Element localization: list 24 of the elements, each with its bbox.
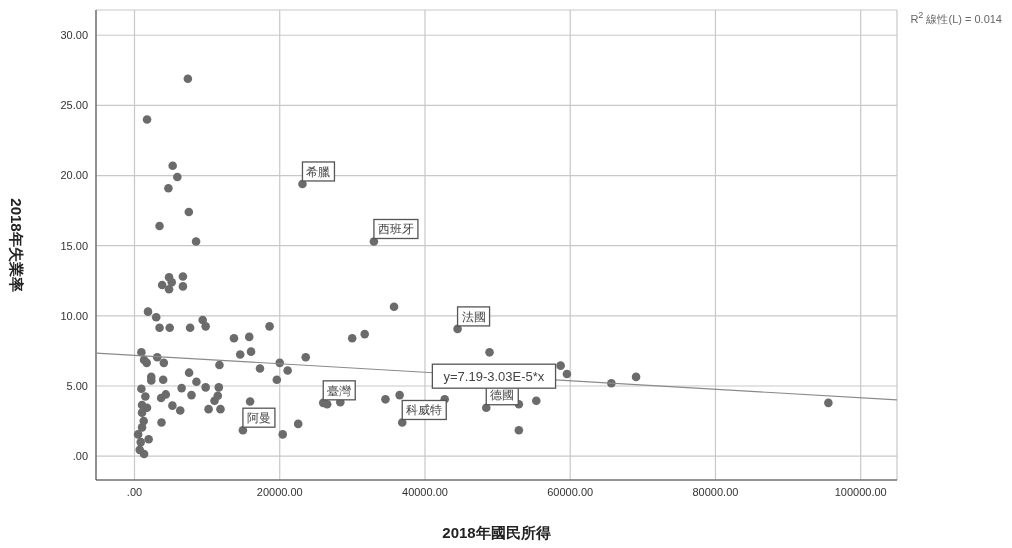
- y-tick-label: 30.00: [60, 29, 88, 42]
- y-tick-label: 15.00: [60, 239, 88, 252]
- annotation: 西班牙: [377, 222, 414, 237]
- x-axis-title: 2018年國民所得: [442, 524, 551, 541]
- annotation: 法國: [461, 309, 486, 324]
- annotation: y=7.19-3.03E-5*x: [443, 368, 545, 384]
- annotation: 科威特: [406, 403, 443, 418]
- text: R$^{2}$ 線性(L) = 0.014: [910, 10, 1002, 27]
- y-axis-title: 2018年失業率: [7, 198, 25, 292]
- x-tick-label: .00: [126, 485, 143, 498]
- y-tick-label: 25.00: [60, 99, 88, 112]
- x-tick-label: 80000.00: [692, 485, 739, 498]
- x-tick-label: 100000.00: [834, 485, 887, 498]
- x-tick-label: 20000.00: [256, 485, 303, 498]
- y-tick-label: .00: [72, 450, 88, 463]
- annotation: 希臘: [306, 164, 331, 179]
- y-tick-label: 10.00: [60, 309, 88, 322]
- y-tick-label: 5.00: [66, 379, 88, 392]
- annotation: 臺灣: [327, 383, 352, 398]
- annotation: 德國: [490, 388, 515, 403]
- x-tick-label: 60000.00: [547, 485, 594, 498]
- y-tick-label: 20.00: [60, 169, 88, 182]
- x-tick-label: 40000.00: [402, 485, 448, 498]
- annotation: 阿曼: [246, 410, 271, 425]
